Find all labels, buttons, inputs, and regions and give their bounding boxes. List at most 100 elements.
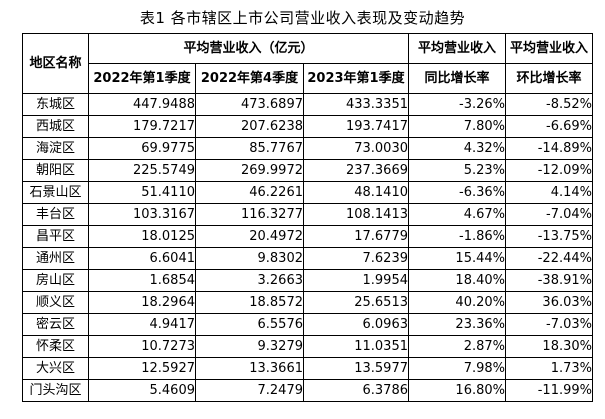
- revenue-q1-2023-cell: 7.6239: [303, 247, 409, 270]
- table-row: 石景山区 51.4110 46.2261 48.1410 -6.36% 4.14%: [22, 181, 593, 204]
- yoy-growth-cell: 4.32%: [408, 137, 506, 160]
- region-cell: 密云区: [22, 313, 89, 336]
- header-yoy-bottom: 同比增长率: [408, 63, 506, 94]
- revenue-q1-2022-cell: 69.9775: [88, 137, 196, 160]
- revenue-q4-2022-cell: 9.3279: [195, 335, 304, 358]
- table-row: 东城区 447.9488 473.6897 433.3351 -3.26% -8.52%: [22, 93, 593, 116]
- region-cell: 大兴区: [22, 357, 89, 380]
- header-q1-2022: 2022年第1季度: [88, 63, 196, 94]
- qoq-growth-cell: -12.09%: [505, 159, 593, 182]
- revenue-q4-2022-cell: 6.5576: [195, 313, 304, 336]
- region-cell: 石景山区: [22, 181, 89, 204]
- revenue-q1-2022-cell: 179.7217: [88, 115, 196, 138]
- revenue-q1-2023-cell: 193.7417: [303, 115, 409, 138]
- revenue-q1-2022-cell: 51.4110: [88, 181, 196, 204]
- revenue-q4-2022-cell: 473.6897: [195, 93, 304, 116]
- table-row: 大兴区 12.5927 13.3661 13.5977 7.98% 1.73%: [22, 357, 593, 380]
- table-row: 门头沟区 5.4609 7.2479 6.3786 16.80% -11.99%: [22, 379, 593, 402]
- revenue-q4-2022-cell: 46.2261: [195, 181, 304, 204]
- region-cell: 房山区: [22, 269, 89, 292]
- revenue-q1-2022-cell: 447.9488: [88, 93, 196, 116]
- revenue-q1-2022-cell: 18.0125: [88, 225, 196, 248]
- region-cell: 丰台区: [22, 203, 89, 226]
- table-row: 房山区 1.6854 3.2663 1.9954 18.40% -38.91%: [22, 269, 593, 292]
- revenue-q4-2022-cell: 13.3661: [195, 357, 304, 380]
- qoq-growth-cell: 4.14%: [505, 181, 593, 204]
- revenue-q1-2023-cell: 108.1413: [303, 203, 409, 226]
- qoq-growth-cell: -38.91%: [505, 269, 593, 292]
- table-row: 朝阳区 225.5749 269.9972 237.3669 5.23% -12.09%: [22, 159, 593, 182]
- qoq-growth-cell: -11.99%: [505, 379, 593, 402]
- revenue-q1-2023-cell: 48.1410: [303, 181, 409, 204]
- yoy-growth-cell: 7.98%: [408, 357, 506, 380]
- yoy-growth-cell: 15.44%: [408, 247, 506, 270]
- header-qoq-bottom: 环比增长率: [505, 63, 593, 94]
- region-cell: 通州区: [22, 247, 89, 270]
- revenue-table: 地区名称 平均营业收入（亿元） 平均营业收入 平均营业收入 2022年第1季度 …: [22, 33, 593, 402]
- yoy-growth-cell: -3.26%: [408, 93, 506, 116]
- revenue-q1-2023-cell: 1.9954: [303, 269, 409, 292]
- revenue-q1-2022-cell: 225.5749: [88, 159, 196, 182]
- revenue-q1-2023-cell: 11.0351: [303, 335, 409, 358]
- table-row: 丰台区 103.3167 116.3277 108.1413 4.67% -7.04%: [22, 203, 593, 226]
- qoq-growth-cell: -22.44%: [505, 247, 593, 270]
- table-header: 地区名称 平均营业收入（亿元） 平均营业收入 平均营业收入 2022年第1季度 …: [22, 33, 593, 94]
- qoq-growth-cell: -7.03%: [505, 313, 593, 336]
- table-row: 通州区 6.6041 9.8302 7.6239 15.44% -22.44%: [22, 247, 593, 270]
- revenue-q1-2022-cell: 103.3167: [88, 203, 196, 226]
- revenue-q4-2022-cell: 7.2479: [195, 379, 304, 402]
- revenue-q1-2022-cell: 12.5927: [88, 357, 196, 380]
- qoq-growth-cell: -14.89%: [505, 137, 593, 160]
- region-cell: 昌平区: [22, 225, 89, 248]
- qoq-growth-cell: -8.52%: [505, 93, 593, 116]
- table-row: 海淀区 69.9775 85.7767 73.0030 4.32% -14.89%: [22, 137, 593, 160]
- table-row: 顺义区 18.2964 18.8572 25.6513 40.20% 36.03%: [22, 291, 593, 314]
- revenue-q1-2023-cell: 73.0030: [303, 137, 409, 160]
- region-cell: 顺义区: [22, 291, 89, 314]
- revenue-q1-2022-cell: 6.6041: [88, 247, 196, 270]
- yoy-growth-cell: 5.23%: [408, 159, 506, 182]
- revenue-q1-2022-cell: 4.9417: [88, 313, 196, 336]
- revenue-q1-2023-cell: 6.3786: [303, 379, 409, 402]
- yoy-growth-cell: 7.80%: [408, 115, 506, 138]
- revenue-q4-2022-cell: 18.8572: [195, 291, 304, 314]
- region-cell: 怀柔区: [22, 335, 89, 358]
- revenue-q1-2023-cell: 13.5977: [303, 357, 409, 380]
- table-row: 怀柔区 10.7273 9.3279 11.0351 2.87% 18.30%: [22, 335, 593, 358]
- yoy-growth-cell: 23.36%: [408, 313, 506, 336]
- table-row: 密云区 4.9417 6.5576 6.0963 23.36% -7.03%: [22, 313, 593, 336]
- revenue-q4-2022-cell: 269.9972: [195, 159, 304, 182]
- region-cell: 门头沟区: [22, 379, 89, 402]
- header-yoy-top: 平均营业收入: [408, 33, 506, 64]
- header-q4-2022: 2022年第4季度: [195, 63, 304, 94]
- header-q1-2023: 2023年第1季度: [303, 63, 409, 94]
- revenue-q4-2022-cell: 207.6238: [195, 115, 304, 138]
- revenue-q1-2023-cell: 433.3351: [303, 93, 409, 116]
- revenue-q4-2022-cell: 20.4972: [195, 225, 304, 248]
- yoy-growth-cell: -6.36%: [408, 181, 506, 204]
- table-row: 昌平区 18.0125 20.4972 17.6779 -1.86% -13.75%: [22, 225, 593, 248]
- table-row: 西城区 179.7217 207.6238 193.7417 7.80% -6.69%: [22, 115, 593, 138]
- header-region: 地区名称: [22, 33, 89, 94]
- yoy-growth-cell: 18.40%: [408, 269, 506, 292]
- qoq-growth-cell: 36.03%: [505, 291, 593, 314]
- header-qoq-top: 平均营业收入: [505, 33, 593, 64]
- table-title: 表1 各市辖区上市公司营业收入表现及变动趋势: [139, 9, 466, 27]
- qoq-growth-cell: 1.73%: [505, 357, 593, 380]
- yoy-growth-cell: -1.86%: [408, 225, 506, 248]
- region-cell: 海淀区: [22, 137, 89, 160]
- revenue-q4-2022-cell: 9.8302: [195, 247, 304, 270]
- revenue-q1-2022-cell: 1.6854: [88, 269, 196, 292]
- revenue-q1-2023-cell: 237.3669: [303, 159, 409, 182]
- header-revenue-group: 平均营业收入（亿元）: [88, 33, 409, 64]
- region-cell: 东城区: [22, 93, 89, 116]
- header-row-bottom: 2022年第1季度 2022年第4季度 2023年第1季度 同比增长率 环比增长…: [23, 63, 593, 94]
- table-body: 东城区 447.9488 473.6897 433.3351 -3.26% -8.52% 西…: [22, 93, 593, 402]
- yoy-growth-cell: 16.80%: [408, 379, 506, 402]
- yoy-growth-cell: 40.20%: [408, 291, 506, 314]
- yoy-growth-cell: 4.67%: [408, 203, 506, 226]
- revenue-q4-2022-cell: 116.3277: [195, 203, 304, 226]
- revenue-q1-2023-cell: 6.0963: [303, 313, 409, 336]
- header-row-top: 地区名称 平均营业收入（亿元） 平均营业收入 平均营业收入: [22, 33, 593, 94]
